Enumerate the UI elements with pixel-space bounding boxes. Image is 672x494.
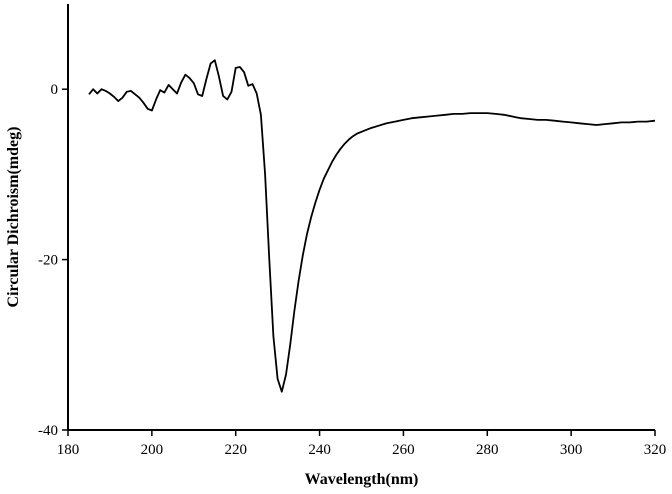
x-tick-label: 240 (308, 442, 331, 458)
x-tick-label: 260 (392, 442, 415, 458)
x-tick-label: 320 (644, 442, 667, 458)
x-tick-label: 220 (224, 442, 247, 458)
y-ticks: -40 -20 0 (38, 82, 68, 439)
y-tick-label: -40 (38, 423, 58, 439)
x-tick-label: 180 (57, 442, 80, 458)
x-ticks: 180 200 220 240 260 280 300 320 (57, 430, 667, 458)
y-tick-label: -20 (38, 253, 58, 269)
y-tick-label: 0 (51, 82, 59, 98)
y-axis-title: Circular Dichroism(mdeg) (5, 127, 22, 308)
axes (67, 4, 655, 431)
x-tick-label: 200 (141, 442, 164, 458)
x-axis-title: Wavelength(nm) (305, 471, 419, 488)
x-tick-label: 300 (560, 442, 583, 458)
x-tick-label: 280 (476, 442, 499, 458)
cd-series-line (88, 59, 656, 393)
